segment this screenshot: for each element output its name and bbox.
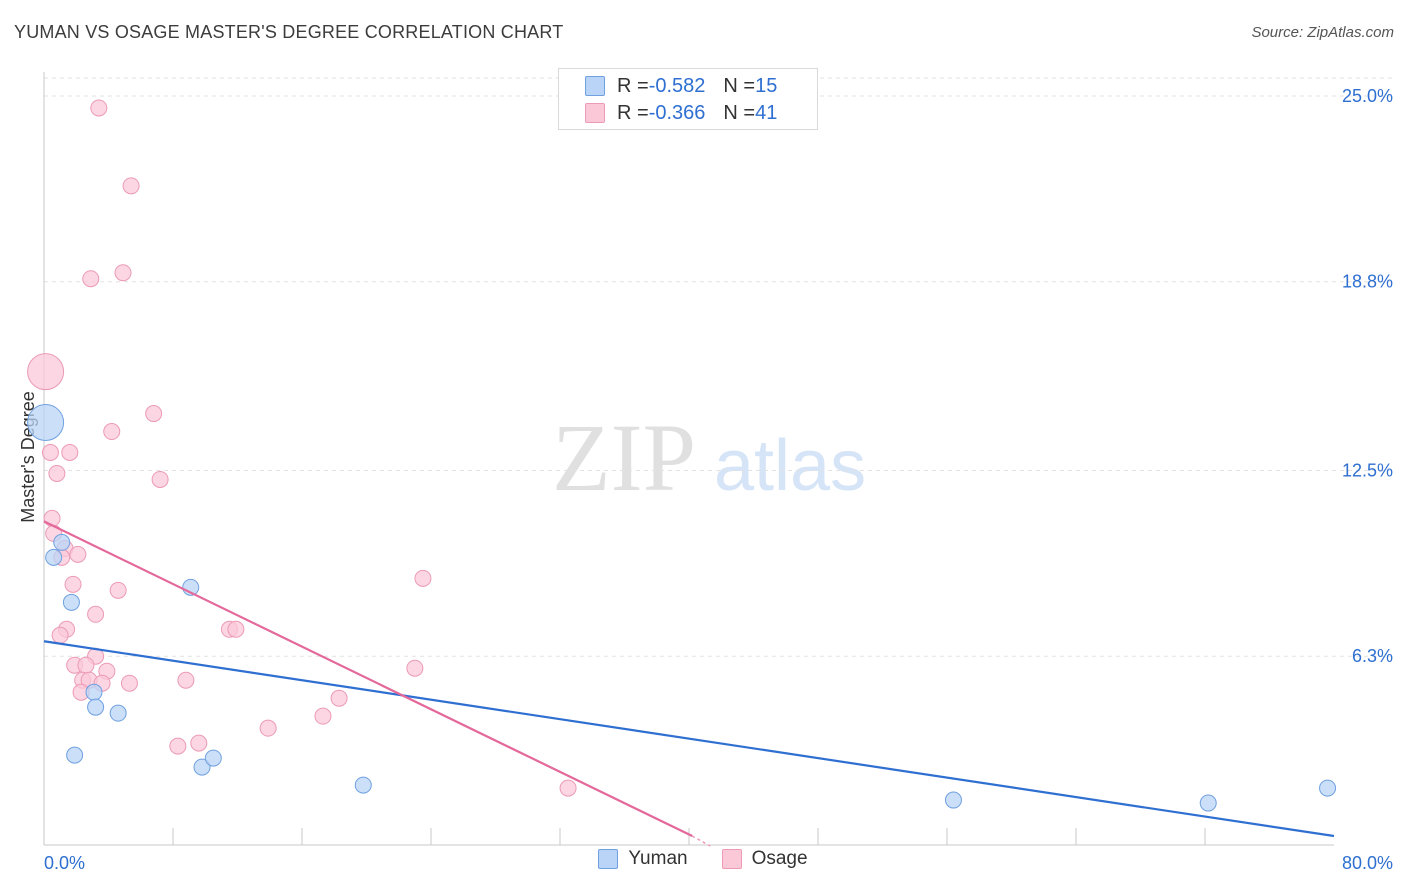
osage-point (90, 99, 108, 117)
osage-point (103, 423, 121, 441)
tick-marks (172, 828, 1206, 845)
osage-point (227, 620, 245, 638)
osage-swatch-icon (721, 849, 742, 869)
yuman-point (354, 776, 372, 794)
yuman-point (45, 548, 63, 566)
yuman-point (193, 758, 211, 776)
osage-point (114, 264, 132, 282)
series-legend: Yuman Osage (0, 848, 1406, 870)
osage-point (406, 659, 424, 677)
n-label: N = (723, 101, 756, 124)
osage-point (69, 545, 87, 563)
osage-point (151, 470, 169, 488)
yuman-point (204, 749, 222, 767)
yuman-swatch-icon (598, 849, 619, 869)
y-tick-label: 18.8% (1342, 272, 1393, 292)
osage-point (82, 270, 100, 288)
watermark-atlas: atlas (714, 426, 866, 506)
legend-item-yuman[interactable]: Yuman (598, 848, 688, 870)
y-tick-label: 6.3% (1352, 646, 1393, 666)
osage-point (27, 353, 65, 391)
osage-point (177, 671, 195, 689)
legend-label-yuman: Yuman (628, 848, 688, 869)
osage-point (61, 444, 79, 462)
x-tick-labels: 0.0% 80.0% (44, 853, 1393, 873)
x-tick-label: 0.0% (44, 853, 85, 873)
legend-label-osage: Osage (751, 848, 808, 869)
watermark: ZIP atlas (552, 404, 866, 511)
y-tick-labels: 6.3% 12.5% 18.8% 25.0% (1342, 86, 1393, 666)
osage-point (190, 734, 208, 752)
yuman-point (944, 791, 962, 809)
osage-point (122, 177, 140, 195)
osage-swatch-icon (585, 103, 605, 123)
osage-point (330, 689, 348, 707)
yuman-point (53, 533, 71, 551)
source-label: Source: ZipAtlas.com (1251, 24, 1394, 41)
r-label: R = (617, 74, 649, 97)
osage-point (414, 569, 432, 587)
osage-point (48, 464, 66, 482)
osage-point (259, 719, 277, 737)
osage-point (120, 674, 138, 692)
yuman-point (27, 404, 65, 442)
n-value: 41 (755, 101, 778, 124)
osage-point (109, 581, 127, 599)
osage-point (559, 779, 577, 797)
osage-point (145, 405, 163, 423)
yuman-trend-line (43, 640, 1335, 838)
trend-lines (43, 520, 1335, 847)
y-tick-label: 25.0% (1342, 86, 1393, 106)
r-label: R = (617, 101, 649, 124)
watermark-zip: ZIP (552, 404, 696, 511)
n-label: N = (723, 74, 756, 97)
yuman-point (66, 746, 84, 764)
osage-point (87, 605, 105, 623)
legend-item-osage[interactable]: Osage (721, 848, 808, 870)
yuman-point (85, 683, 103, 701)
r-value: -0.366 (648, 101, 706, 124)
legend-row-yuman: R = -0.582 N = 15 (585, 73, 777, 99)
x-tick-label: 80.0% (1342, 853, 1393, 873)
osage-point (314, 707, 332, 725)
osage-point (41, 444, 59, 462)
yuman-point (87, 698, 105, 716)
osage-point (51, 626, 69, 644)
osage-point (77, 656, 95, 674)
n-value: 15 (755, 74, 778, 97)
chart-title: YUMAN VS OSAGE MASTER'S DEGREE CORRELATI… (14, 22, 564, 42)
y-tick-label: 12.5% (1342, 460, 1393, 480)
osage-trend-line (43, 520, 693, 838)
r-value: -0.582 (648, 74, 706, 97)
stats-legend: R = -0.582 N = 15 R = -0.366 N = 41 (558, 68, 818, 130)
yuman-point (1199, 794, 1217, 812)
osage-point (64, 575, 82, 593)
yuman-point (109, 704, 127, 722)
yuman-swatch-icon (585, 76, 605, 96)
osage-point (43, 509, 61, 527)
yuman-point (1319, 779, 1337, 797)
gridlines (44, 77, 1392, 657)
yuman-point (62, 593, 80, 611)
legend-row-osage: R = -0.366 N = 41 (585, 100, 777, 126)
osage-point (169, 737, 187, 755)
data-points (27, 99, 1337, 812)
